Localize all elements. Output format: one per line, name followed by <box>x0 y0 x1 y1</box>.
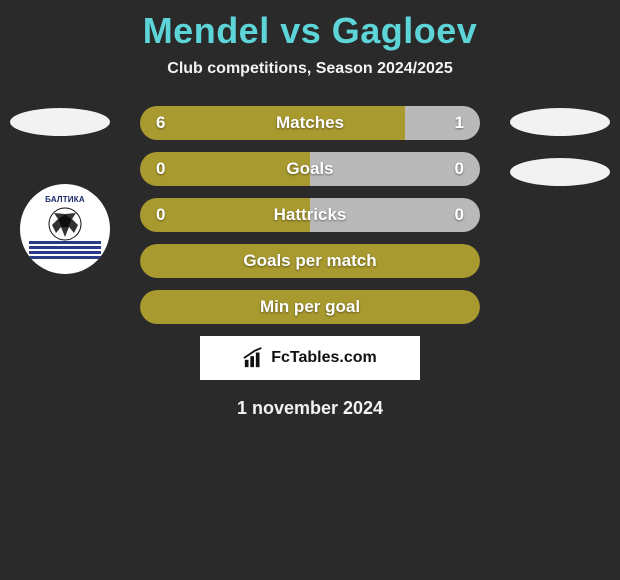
stat-row: 00Goals <box>140 152 480 186</box>
stat-bar-right: 0 <box>310 152 480 186</box>
stat-bar-left: 0 <box>140 152 310 186</box>
stat-bar-left: 6 <box>140 106 405 140</box>
player1-pill-1 <box>10 108 110 136</box>
brand-box[interactable]: FcTables.com <box>200 336 420 380</box>
stat-bar-right: 1 <box>405 106 480 140</box>
comparison-panel: БАЛТИКА 61Matches00Goals00HattricksGoals… <box>0 106 620 419</box>
stat-value-left: 6 <box>156 113 165 133</box>
stat-bar-full <box>140 244 480 278</box>
stat-value-right: 0 <box>455 205 464 225</box>
badge-text: БАЛТИКА <box>29 195 101 204</box>
stat-value-left: 0 <box>156 159 165 179</box>
stat-bar-left: 0 <box>140 198 310 232</box>
stats-bars: 61Matches00Goals00HattricksGoals per mat… <box>140 106 480 324</box>
stat-value-right: 1 <box>455 113 464 133</box>
subtitle: Club competitions, Season 2024/2025 <box>0 60 620 78</box>
stat-row: 00Hattricks <box>140 198 480 232</box>
stat-row: Goals per match <box>140 244 480 278</box>
brand-text: FcTables.com <box>271 349 377 367</box>
waves-icon <box>29 239 101 261</box>
stat-value-left: 0 <box>156 205 165 225</box>
stat-row: 61Matches <box>140 106 480 140</box>
stat-row: Min per goal <box>140 290 480 324</box>
bar-chart-icon <box>243 347 265 369</box>
stat-value-right: 0 <box>455 159 464 179</box>
soccer-ball-icon <box>48 207 82 241</box>
player2-pill-1 <box>510 108 610 136</box>
stat-bar-right: 0 <box>310 198 480 232</box>
player2-pill-2 <box>510 158 610 186</box>
page-title: Mendel vs Gagloev <box>0 0 620 52</box>
date-line: 1 november 2024 <box>0 398 620 419</box>
stat-bar-full <box>140 290 480 324</box>
club-badge: БАЛТИКА <box>20 184 110 274</box>
